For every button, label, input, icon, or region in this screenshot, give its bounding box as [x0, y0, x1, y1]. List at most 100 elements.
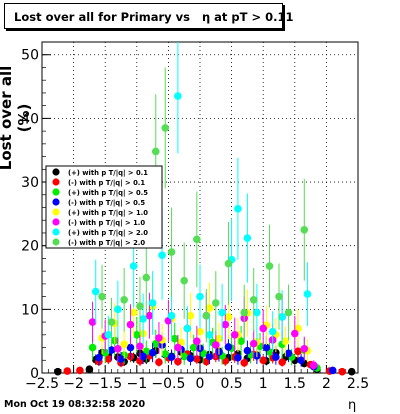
- x-tick-label: 1.5: [284, 376, 306, 392]
- data-point: [300, 345, 309, 353]
- y-tick-label: 30: [21, 175, 39, 191]
- data-point: [205, 352, 214, 361]
- data-point: [174, 343, 182, 352]
- data-point: [186, 311, 195, 320]
- data-point: [249, 295, 258, 304]
- data-point: [54, 367, 62, 376]
- data-point: [224, 259, 233, 268]
- data-point: [224, 343, 233, 351]
- data-point: [155, 334, 163, 342]
- legend-label: (-) with p T/|q| > 0.5: [68, 199, 145, 208]
- legend-marker: [52, 238, 60, 246]
- data-point: [186, 354, 195, 363]
- data-point: [291, 329, 299, 338]
- data-point: [167, 248, 176, 256]
- data-point: [136, 342, 144, 351]
- x-tick-label: −2: [63, 376, 84, 392]
- data-point: [234, 353, 242, 362]
- y-tick-label: 10: [21, 302, 39, 318]
- legend-marker: [52, 208, 60, 216]
- x-tick-label: 2.5: [347, 376, 369, 392]
- data-point: [120, 295, 128, 304]
- data-point: [167, 311, 176, 320]
- data-point: [196, 292, 204, 301]
- x-tick-label: 1: [259, 376, 268, 392]
- data-point: [284, 349, 293, 358]
- legend-label: (+) with p T/|q| > 1.0: [68, 209, 148, 218]
- data-point: [234, 204, 242, 213]
- data-point: [275, 292, 283, 301]
- legend-label: (-) with p T/|q| > 2.0: [68, 239, 145, 248]
- data-point: [91, 287, 100, 296]
- legend-label: (-) with p T/|q| > 0.1: [68, 179, 145, 188]
- data-point: [347, 367, 356, 376]
- data-point: [196, 327, 204, 336]
- data-point: [120, 340, 128, 349]
- data-point: [268, 327, 277, 336]
- data-point: [284, 308, 293, 317]
- x-tick-label: 0.5: [220, 376, 242, 392]
- data-point: [101, 348, 109, 357]
- data-point: [183, 324, 192, 333]
- data-point: [129, 308, 138, 317]
- data-point: [249, 339, 258, 348]
- data-point: [243, 346, 252, 355]
- data-point: [243, 234, 252, 242]
- data-point: [98, 292, 106, 301]
- data-point: [338, 367, 347, 376]
- data-point: [88, 343, 97, 352]
- data-point: [133, 331, 141, 339]
- data-point: [212, 341, 220, 349]
- data-point: [240, 359, 249, 367]
- data-point: [265, 262, 274, 270]
- legend-marker: [52, 228, 60, 236]
- y-axis-label: Lost over all (%): [0, 65, 33, 171]
- x-tick-label: −0.5: [151, 376, 185, 392]
- legend-marker: [52, 198, 60, 206]
- data-point: [76, 366, 84, 375]
- data-point: [155, 358, 163, 366]
- data-point: [139, 352, 147, 361]
- data-point: [129, 262, 138, 270]
- data-point: [161, 124, 170, 132]
- data-point: [136, 302, 144, 310]
- data-point: [218, 308, 226, 317]
- data-point: [193, 337, 201, 345]
- data-point: [180, 352, 188, 361]
- chart-title: Lost over all for Primary vs η at pT > 0…: [14, 10, 294, 24]
- legend-marker: [52, 188, 60, 196]
- data-point: [114, 305, 122, 314]
- data-point: [205, 304, 214, 312]
- data-point: [151, 147, 160, 156]
- legend-marker: [52, 178, 60, 186]
- data-point: [193, 235, 201, 244]
- x-tick-label: −1: [126, 376, 147, 392]
- data-point: [148, 299, 157, 307]
- data-point: [148, 348, 157, 357]
- y-tick-label: 20: [21, 239, 39, 255]
- data-point: [212, 299, 220, 307]
- data-point: [202, 311, 211, 320]
- data-point: [85, 365, 94, 373]
- x-tick-label: 0: [196, 376, 205, 392]
- data-point: [161, 350, 170, 358]
- data-point: [328, 366, 337, 375]
- data-point: [300, 225, 309, 234]
- data-point: [117, 355, 125, 363]
- data-point: [88, 318, 97, 326]
- data-point: [167, 353, 176, 361]
- data-point: [278, 313, 286, 321]
- data-point: [142, 273, 151, 282]
- legend-label: (+) with p T/|q| > 2.0: [68, 229, 148, 238]
- data-point: [303, 290, 312, 298]
- x-tick-label: −1.5: [88, 376, 122, 392]
- data-point: [126, 343, 135, 352]
- legend-marker: [52, 218, 60, 226]
- legend-label: (+) with p T/|q| > 0.1: [68, 169, 148, 178]
- data-point: [272, 353, 280, 361]
- data-point: [240, 308, 249, 317]
- data-point: [278, 358, 286, 366]
- data-point: [126, 320, 135, 329]
